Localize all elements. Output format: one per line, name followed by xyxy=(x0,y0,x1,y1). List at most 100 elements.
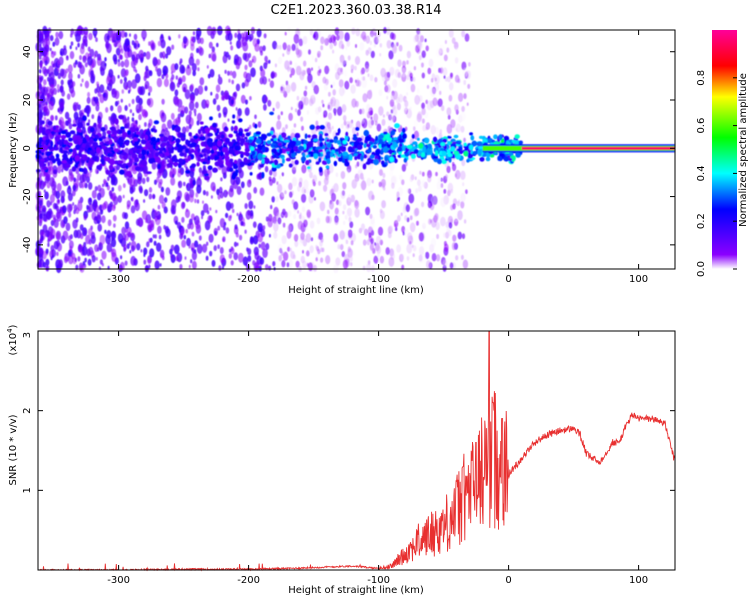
signal-mark xyxy=(89,138,94,145)
signal-mark xyxy=(245,152,251,157)
x-tick-label: -200 xyxy=(237,274,260,285)
signal-mark xyxy=(192,179,196,186)
noise-mark xyxy=(53,240,59,250)
noise-mark xyxy=(70,174,74,181)
noise-mark xyxy=(117,195,123,203)
signal-mark xyxy=(53,169,58,175)
signal-mark xyxy=(458,150,464,155)
noise-mark xyxy=(180,105,186,115)
signal-mark xyxy=(212,167,218,173)
noise-mark xyxy=(135,120,138,125)
signal-mark xyxy=(175,126,181,133)
signal-mark xyxy=(235,132,240,138)
noise-mark xyxy=(108,35,112,42)
signal-mark xyxy=(420,152,426,158)
noise-mark xyxy=(78,243,82,251)
signal-mark xyxy=(447,140,451,146)
noise-mark xyxy=(281,260,286,268)
noise-mark xyxy=(82,261,86,266)
noise-mark xyxy=(309,220,315,229)
noise-mark xyxy=(460,170,466,180)
signal-mark xyxy=(318,135,323,142)
noise-mark xyxy=(382,114,385,118)
noise-mark xyxy=(114,42,118,48)
noise-mark xyxy=(227,54,231,60)
noise-mark xyxy=(121,89,125,94)
noise-mark xyxy=(345,46,348,51)
snr-background xyxy=(38,331,675,570)
noise-mark xyxy=(176,82,180,88)
noise-mark xyxy=(373,43,377,48)
signal-mark xyxy=(291,140,297,147)
noise-mark xyxy=(455,128,458,132)
noise-mark xyxy=(38,253,43,262)
noise-mark xyxy=(50,228,56,239)
noise-mark xyxy=(244,203,248,209)
signal-mark xyxy=(212,122,217,128)
noise-mark xyxy=(388,256,395,267)
signal-mark xyxy=(416,137,420,141)
signal-mark xyxy=(216,134,222,140)
noise-mark xyxy=(309,29,314,36)
signal-mark xyxy=(319,125,326,130)
noise-mark xyxy=(340,190,346,199)
noise-mark xyxy=(53,217,57,223)
noise-mark xyxy=(55,31,59,38)
noise-mark xyxy=(157,40,161,47)
signal-mark xyxy=(62,153,68,160)
signal-mark xyxy=(515,152,521,158)
noise-mark xyxy=(190,52,194,59)
signal-mark xyxy=(313,153,319,160)
noise-mark xyxy=(302,35,308,45)
x-tick-label: 100 xyxy=(629,274,648,285)
noise-mark xyxy=(63,216,68,225)
noise-mark xyxy=(71,81,76,87)
noise-mark xyxy=(418,185,422,192)
noise-mark xyxy=(320,45,324,51)
x-tick-label: -100 xyxy=(367,575,390,586)
noise-mark xyxy=(42,66,47,75)
colorbar-tick-label: 0.6 xyxy=(696,118,707,134)
noise-mark xyxy=(97,83,100,88)
noise-mark xyxy=(244,64,248,71)
noise-mark xyxy=(83,214,87,221)
signal-mark xyxy=(454,150,459,156)
signal-mark xyxy=(155,152,159,158)
signal-mark xyxy=(42,145,48,151)
noise-mark xyxy=(328,91,331,97)
noise-mark xyxy=(267,218,273,228)
signal-mark xyxy=(141,155,145,161)
noise-mark xyxy=(170,205,176,215)
noise-mark xyxy=(363,228,369,236)
noise-mark xyxy=(447,114,451,120)
noise-mark xyxy=(463,93,467,100)
noise-mark xyxy=(75,46,78,51)
noise-mark xyxy=(322,76,327,84)
signal-mark xyxy=(266,140,272,145)
noise-mark xyxy=(194,198,197,204)
noise-mark xyxy=(455,169,461,180)
noise-mark xyxy=(333,107,337,114)
signal-mark xyxy=(342,151,349,156)
signal-mark xyxy=(91,132,96,137)
signal-mark xyxy=(305,159,310,166)
noise-mark xyxy=(413,208,419,217)
noise-mark xyxy=(88,182,93,190)
snr-multiplier-close: ) xyxy=(8,324,19,328)
noise-mark xyxy=(70,33,73,38)
noise-mark xyxy=(99,66,103,72)
noise-mark xyxy=(46,230,50,238)
signal-mark xyxy=(131,152,137,159)
noise-mark xyxy=(99,259,103,265)
noise-mark xyxy=(196,47,199,54)
noise-mark xyxy=(99,84,105,93)
y-tick-label: 20 xyxy=(22,94,33,107)
signal-mark xyxy=(77,122,84,129)
noise-mark xyxy=(401,164,407,172)
noise-mark xyxy=(284,31,287,36)
noise-mark xyxy=(195,33,200,41)
noise-mark xyxy=(301,186,306,194)
noise-mark xyxy=(320,257,324,263)
noise-mark xyxy=(436,234,439,239)
noise-mark xyxy=(174,244,180,255)
